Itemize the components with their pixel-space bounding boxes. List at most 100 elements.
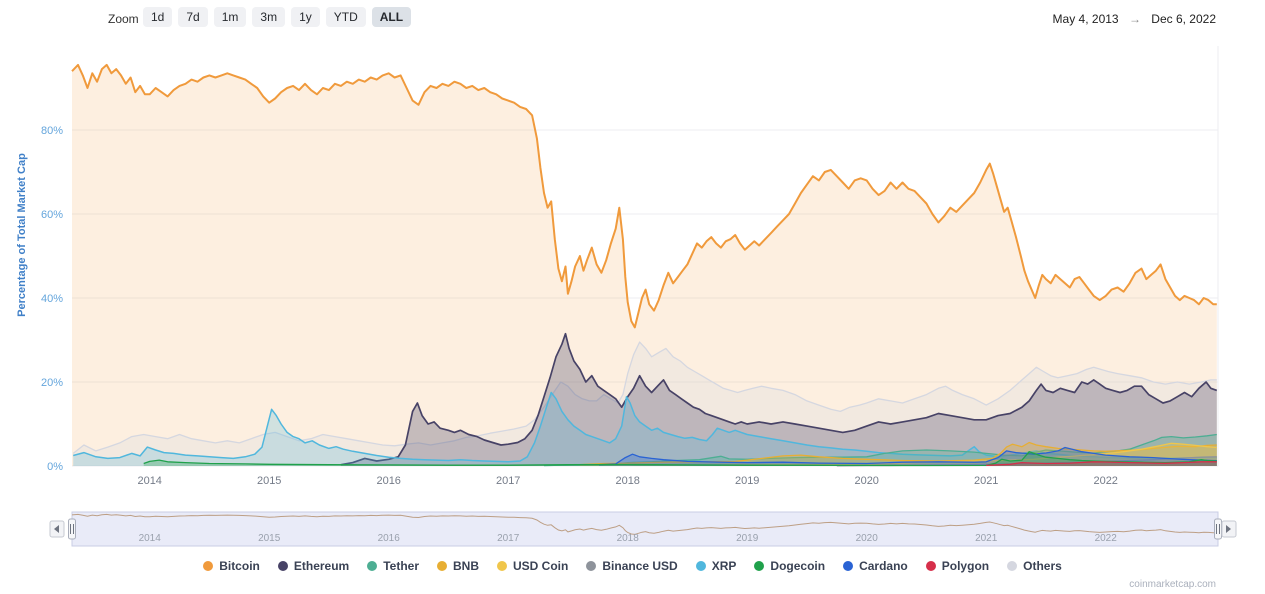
chevron-left-icon [54,525,59,533]
tether-color-dot-icon [367,561,378,571]
x-tick-label: 2020 [854,475,878,487]
polygon-color-dot-icon [925,561,936,571]
x-tick-label: 2021 [974,475,998,487]
legend-label: Tether [383,559,420,573]
zoom-button-7d[interactable]: 7d [178,7,208,27]
zoom-button-3m[interactable]: 3m [252,7,286,27]
dominance-chart[interactable]: 0% 20% 40% 60% 80% Percentage of Total Market… [0,0,1265,556]
legend-item-tether[interactable]: Tether [367,559,419,573]
area-cardano [599,447,1217,466]
line-cardano [598,446,1217,466]
bitcoin-color-dot-icon [203,561,214,571]
legend-label: Others [1023,559,1062,573]
arrow-right-icon: → [1128,12,1141,26]
xrp-color-dot-icon [695,561,706,571]
credit-link[interactable]: coinmarketcap.com [1129,579,1216,590]
navigator-year-label: 2016 [378,533,401,544]
range-selector: Zoom 1d 7d 1m 3m 1y YTD ALL May 4, 2013 → Dec … [0,6,1265,34]
dogecoin-color-dot-icon [754,561,765,571]
zoom-label: Zoom [108,12,139,26]
line-bnb [579,441,1217,466]
line-ethereum [340,332,1218,466]
line-bitcoin [71,63,1217,329]
zoom-button-1m[interactable]: 1m [213,7,247,27]
x-axis-labels: 2014 2015 2016 2017 2018 2019 2020 2021 2022 [137,475,1117,487]
area-bitcoin [72,64,1217,467]
line-xrp [73,391,1217,463]
x-tick-label: 2014 [137,475,161,487]
binance-usd-color-dot-icon [586,561,597,571]
legend-label: XRP [711,559,737,573]
navigator-year-label: 2014 [139,533,162,544]
navigator-year-label: 2021 [975,533,998,544]
navigator-track[interactable] [71,511,1219,547]
navigator-handle-left[interactable] [68,518,76,540]
zoom-button-1d[interactable]: 1d [143,7,173,27]
line-others [72,341,1217,454]
x-tick-label: 2017 [496,475,520,487]
navigator-handle-right[interactable] [1214,518,1222,540]
chart-legend: Bitcoin Ethereum Tether BNB USD Coin Binance … [0,559,1265,573]
legend-item-usd-coin[interactable]: USD Coin [497,559,568,573]
zoom-button-all[interactable]: ALL [371,7,412,27]
date-range: May 4, 2013 → Dec 6, 2022 [1053,12,1216,26]
grid-lines: 0% 20% 40% 60% 80% [41,46,1219,473]
navigator-year-label: 2015 [258,533,281,544]
navigator-year-label: 2018 [617,533,640,544]
usd-coin-color-dot-icon [497,561,508,571]
legend-label: Dogecoin [770,559,826,573]
area-others [73,342,1217,466]
legend-item-xrp[interactable]: XRP [695,559,737,573]
y-tick-label: 0% [47,461,63,473]
legend-item-others[interactable]: Others [1007,559,1062,573]
navigator-year-label: 2022 [1095,533,1118,544]
legend-label: Ethereum [293,559,350,573]
navigator-year-label: 2017 [497,533,520,544]
navigator: 2014 2015 2016 2017 2018 2019 2020 2021 2022 [49,511,1237,547]
x-tick-label: 2019 [735,475,759,487]
y-tick-label: 20% [41,377,63,389]
area-binance-usd [836,456,1217,466]
legend-item-ethereum[interactable]: Ethereum [277,559,350,573]
legend-item-dogecoin[interactable]: Dogecoin [754,559,825,573]
zoom-buttons: 1d 7d 1m 3m 1y YTD ALL [143,7,412,27]
area-xrp [73,392,1217,466]
y-tick-label: 40% [41,293,63,305]
ethereum-color-dot-icon [277,561,288,571]
scroll-left-button[interactable] [49,520,65,538]
legend-item-bitcoin[interactable]: Bitcoin [203,559,260,573]
chevron-right-icon [1226,525,1231,533]
zoom-button-ytd[interactable]: YTD [325,7,366,27]
legend-label: Polygon [941,559,990,573]
line-tether [543,433,1217,467]
legend-label: USD Coin [513,559,569,573]
y-tick-label: 60% [41,209,63,221]
cardano-color-dot-icon [843,561,854,571]
date-to[interactable]: Dec 6, 2022 [1151,12,1216,26]
x-tick-label: 2016 [376,475,400,487]
navigator-series-line [71,513,1217,535]
navigator-year-label: 2019 [736,533,759,544]
area-polygon [986,461,1217,466]
x-tick-label: 2018 [615,475,639,487]
legend-item-bnb[interactable]: BNB [437,559,479,573]
scroll-right-button[interactable] [1221,520,1237,538]
x-tick-label: 2015 [257,475,281,487]
line-usd-coin [720,442,1217,466]
x-tick-label: 2022 [1093,475,1117,487]
date-from[interactable]: May 4, 2013 [1052,12,1119,26]
bnb-color-dot-icon [437,561,448,571]
legend-label: Binance USD [602,559,678,573]
zoom-button-1y[interactable]: 1y [291,7,320,27]
y-axis-title: Percentage of Total Market Cap [16,153,28,317]
area-ethereum [340,333,1217,466]
legend-label: BNB [453,559,480,573]
legend-item-polygon[interactable]: Polygon [925,559,990,573]
legend-item-binance-usd[interactable]: Binance USD [586,559,678,573]
series-areas [71,63,1218,467]
legend-label: Bitcoin [219,559,260,573]
others-color-dot-icon [1007,561,1018,571]
line-polygon [986,461,1217,467]
legend-item-cardano[interactable]: Cardano [843,559,908,573]
legend-label: Cardano [859,559,908,573]
